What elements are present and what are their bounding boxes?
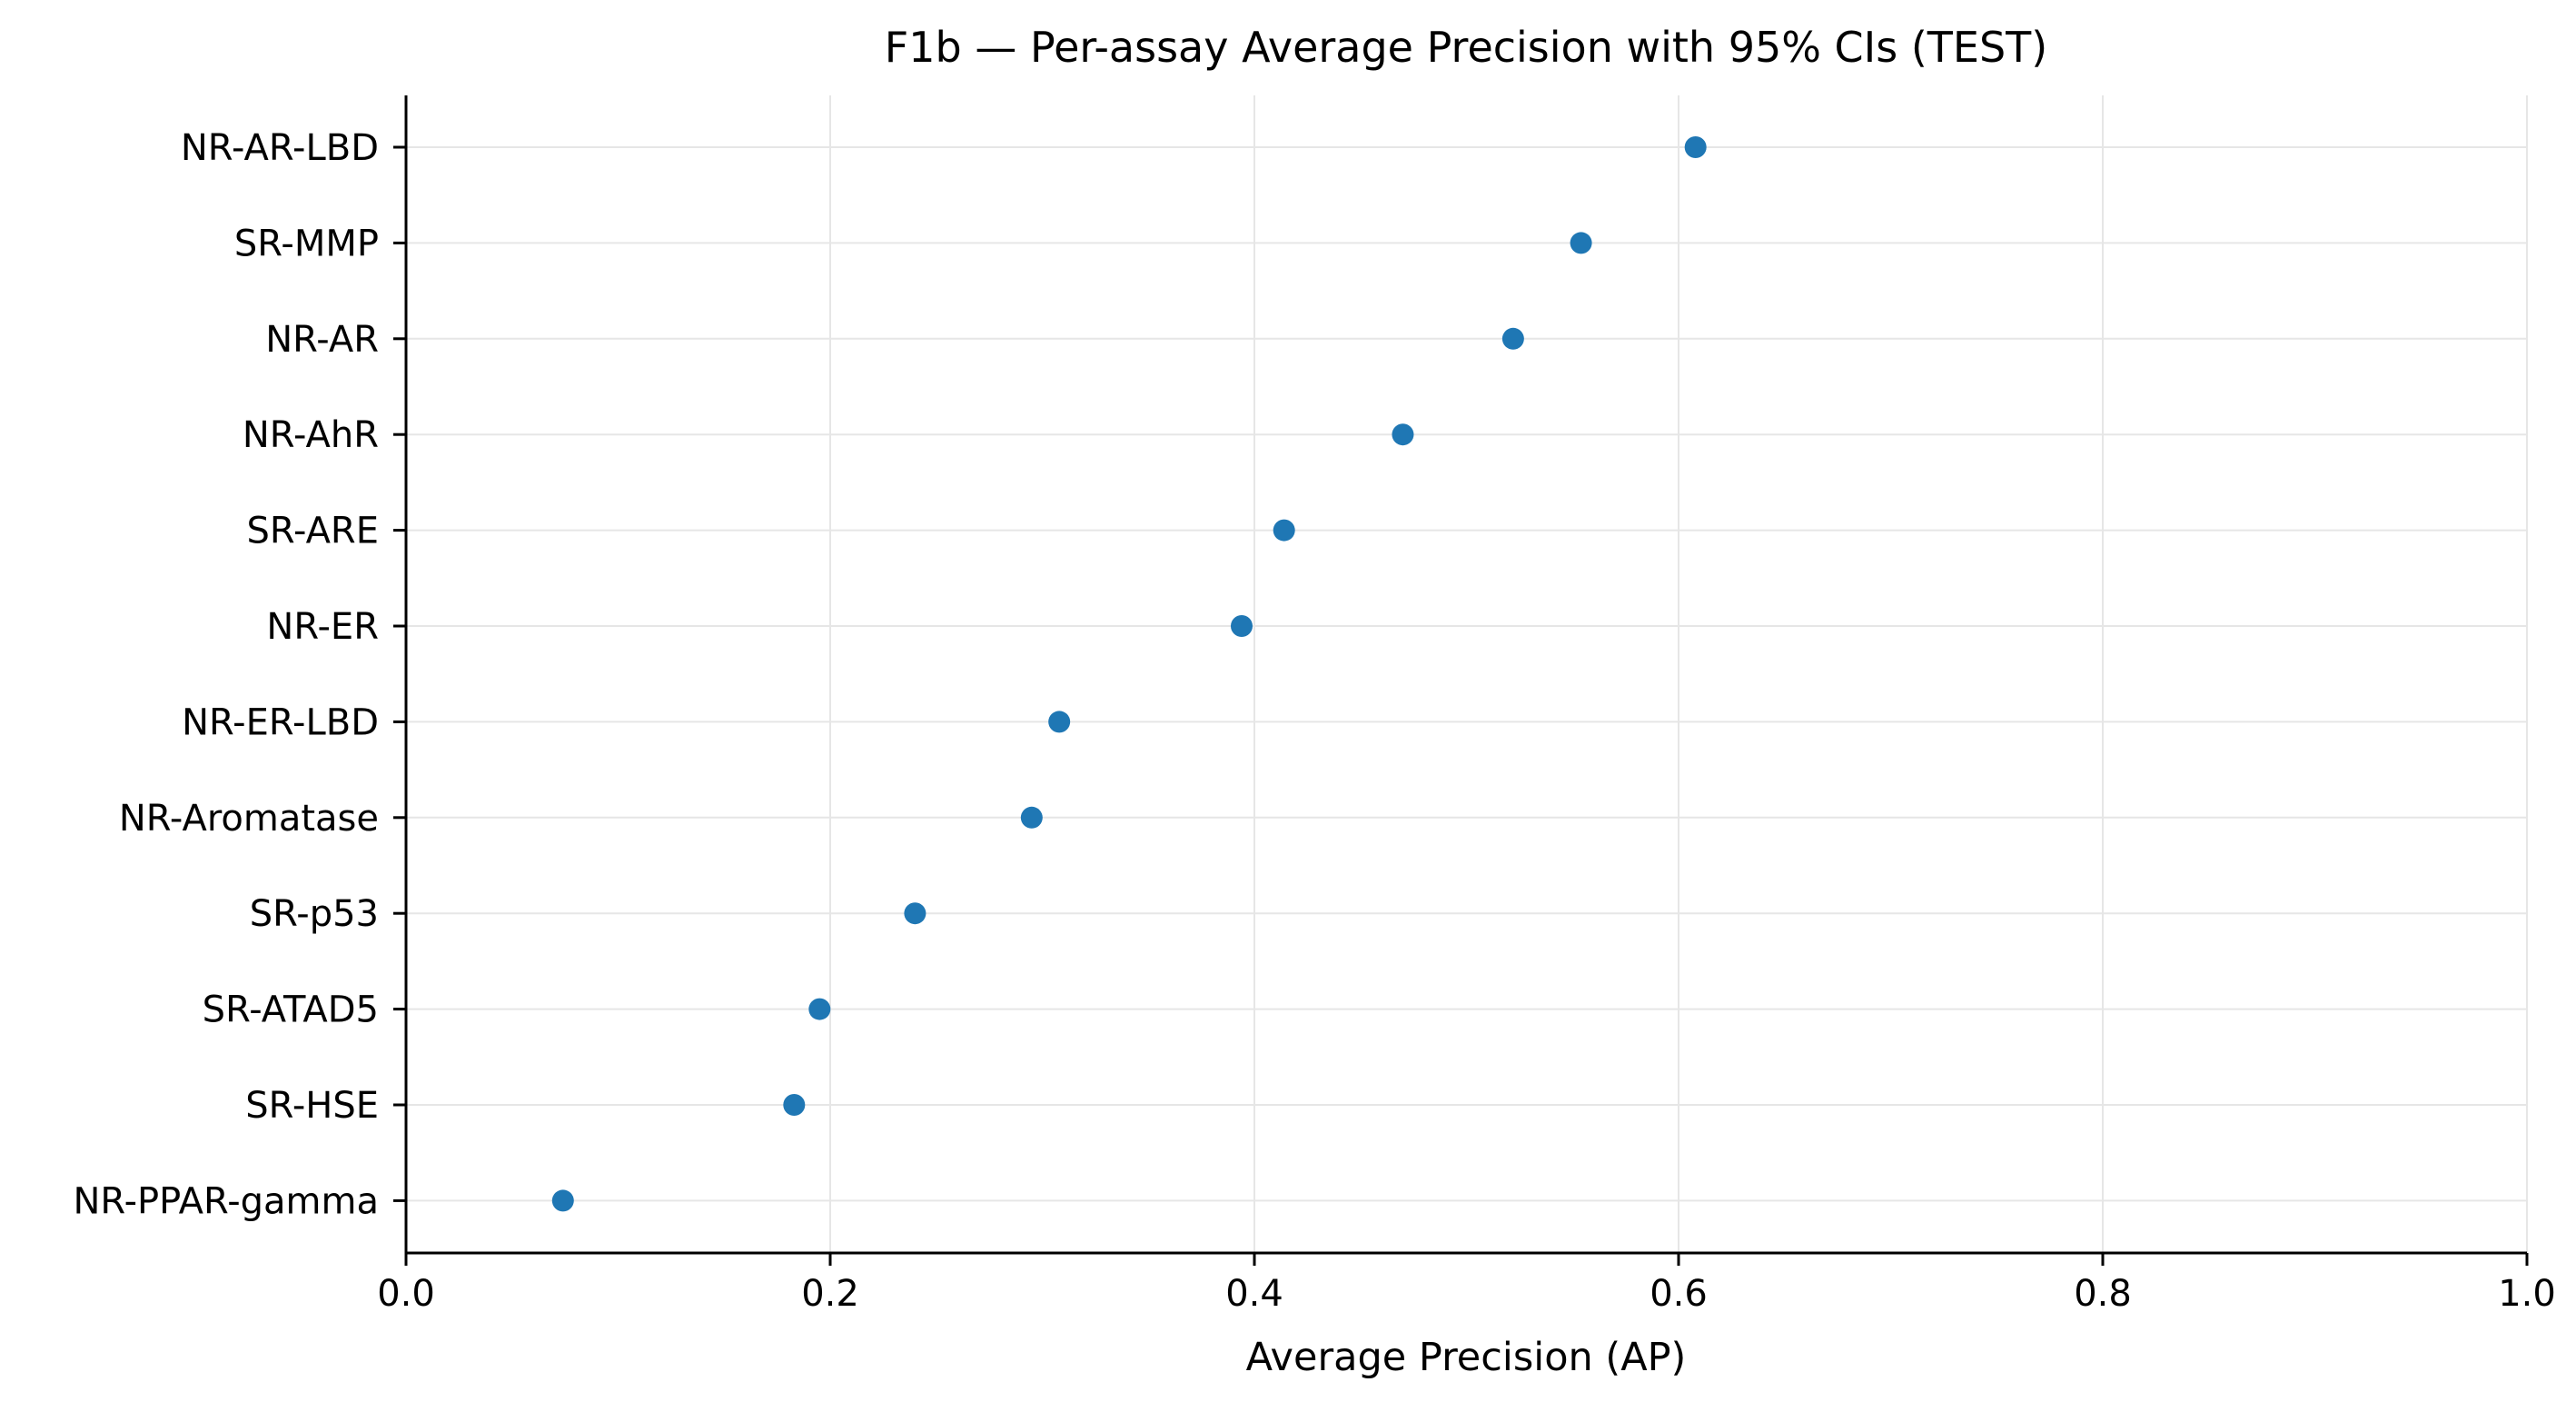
data-point	[1501, 327, 1524, 350]
y-tick-label: NR-AhR	[243, 414, 379, 456]
y-tick-label: SR-ATAD5	[203, 989, 379, 1031]
data-point	[1570, 232, 1592, 254]
points-layer	[551, 136, 1707, 1212]
y-tick-label: NR-PPAR-gamma	[73, 1180, 379, 1222]
y-tick-label: SR-MMP	[234, 223, 379, 264]
x-tick-label: 0.8	[2074, 1273, 2132, 1315]
x-tick-label: 0.0	[377, 1273, 435, 1315]
x-axis-label: Average Precision (AP)	[1246, 1335, 1687, 1380]
data-point	[904, 902, 926, 925]
y-tick-label: NR-ER	[266, 606, 379, 648]
x-tick-label: 0.2	[801, 1273, 859, 1315]
data-point	[1020, 806, 1043, 829]
y-tick-label: SR-HSE	[245, 1085, 379, 1127]
grid-layer	[405, 95, 2528, 1253]
data-point	[783, 1094, 806, 1116]
y-tick-label: NR-AR	[265, 319, 379, 361]
data-point	[1392, 423, 1414, 446]
ticks-layer: 0.0 0.2 0.4 0.6 0.8 1.0 NR-AR-LBD SR-MMP NR-AR NR…	[73, 127, 2555, 1315]
chart-title: F1b — Per-assay Average Precision with 9…	[885, 23, 2047, 72]
data-point	[1048, 711, 1071, 733]
data-point	[551, 1189, 574, 1212]
y-tick-label: NR-ER-LBD	[182, 701, 379, 743]
x-tick-label: 0.4	[1225, 1273, 1283, 1315]
y-tick-label: NR-AR-LBD	[181, 127, 379, 169]
y-tick-label: SR-ARE	[246, 511, 379, 552]
x-tick-label: 1.0	[2498, 1273, 2556, 1315]
y-tick-label: NR-Aromatase	[119, 798, 379, 840]
data-point	[808, 998, 831, 1020]
y-tick-label: SR-p53	[250, 893, 379, 935]
axes-layer	[404, 95, 2527, 1255]
data-point	[1230, 615, 1253, 637]
data-point	[1273, 519, 1295, 542]
data-point	[1684, 136, 1707, 158]
x-tick-label: 0.6	[1650, 1273, 1708, 1315]
